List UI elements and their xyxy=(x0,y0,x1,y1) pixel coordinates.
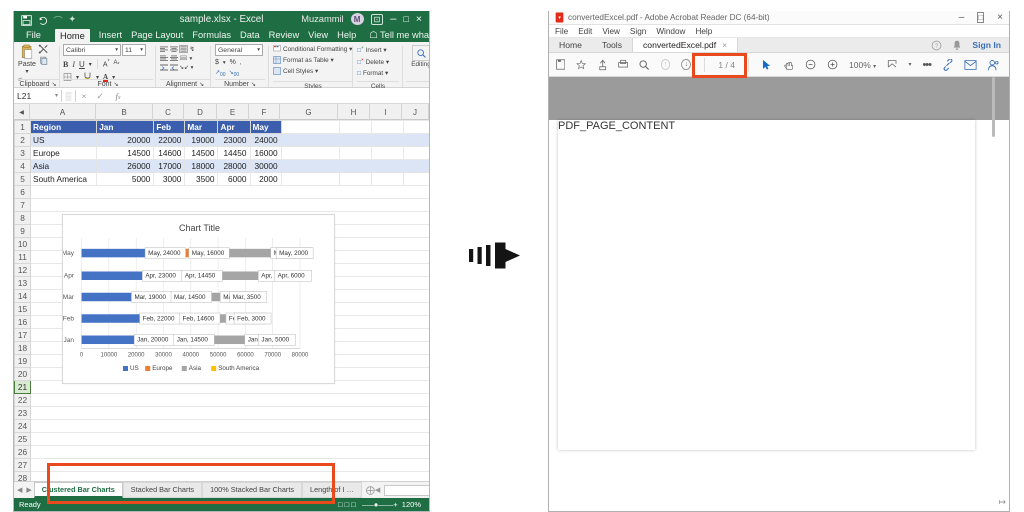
svg-text:80000: 80000 xyxy=(292,353,309,359)
svg-text:Mar, 3500: Mar, 3500 xyxy=(233,294,262,301)
svg-text:May, 16000: May, 16000 xyxy=(192,250,225,257)
svg-text:Europe: Europe xyxy=(152,365,173,372)
svg-text:Apr: Apr xyxy=(64,273,75,280)
svg-text:Apr, 14450: Apr, 14450 xyxy=(185,273,216,280)
svg-text:South America: South America xyxy=(218,365,259,372)
svg-text:Feb, 14600: Feb, 14600 xyxy=(183,315,215,322)
svg-text:?: ? xyxy=(935,43,938,49)
svg-text:May, 24000: May, 24000 xyxy=(148,250,181,257)
svg-text:Asia: Asia xyxy=(189,365,202,372)
svg-text:Apr, 6000: Apr, 6000 xyxy=(278,273,305,280)
svg-text:10000: 10000 xyxy=(101,353,118,359)
svg-text:Jan, 20000: Jan, 20000 xyxy=(137,337,169,344)
svg-text:70000: 70000 xyxy=(264,353,281,359)
svg-text:30000: 30000 xyxy=(155,353,172,359)
svg-text:US: US xyxy=(130,365,139,372)
svg-text:▼: ▼ xyxy=(557,15,561,20)
svg-text:Jan, 5000: Jan, 5000 xyxy=(261,337,289,344)
svg-text:20000: 20000 xyxy=(128,353,145,359)
svg-text:Feb: Feb xyxy=(63,316,74,323)
svg-text:Feb, 22000: Feb, 22000 xyxy=(143,315,175,322)
svg-text:Mar, 14500: Mar, 14500 xyxy=(174,294,206,301)
svg-text:Jan: Jan xyxy=(64,337,75,344)
svg-text:May, 2000: May, 2000 xyxy=(279,250,308,257)
svg-text:Jan, 14500: Jan, 14500 xyxy=(177,337,209,344)
svg-text:0: 0 xyxy=(80,353,84,359)
svg-text:Mar: Mar xyxy=(63,294,75,301)
svg-text:Mar, 19000: Mar, 19000 xyxy=(134,294,166,301)
svg-text:50000: 50000 xyxy=(210,353,227,359)
svg-text:May: May xyxy=(63,250,75,257)
svg-text:60000: 60000 xyxy=(237,353,254,359)
svg-text:Apr, 23000: Apr, 23000 xyxy=(145,273,176,280)
svg-text:Chart Title: Chart Title xyxy=(179,223,220,233)
svg-text:40000: 40000 xyxy=(182,353,199,359)
svg-text:Feb, 3000: Feb, 3000 xyxy=(237,315,266,322)
